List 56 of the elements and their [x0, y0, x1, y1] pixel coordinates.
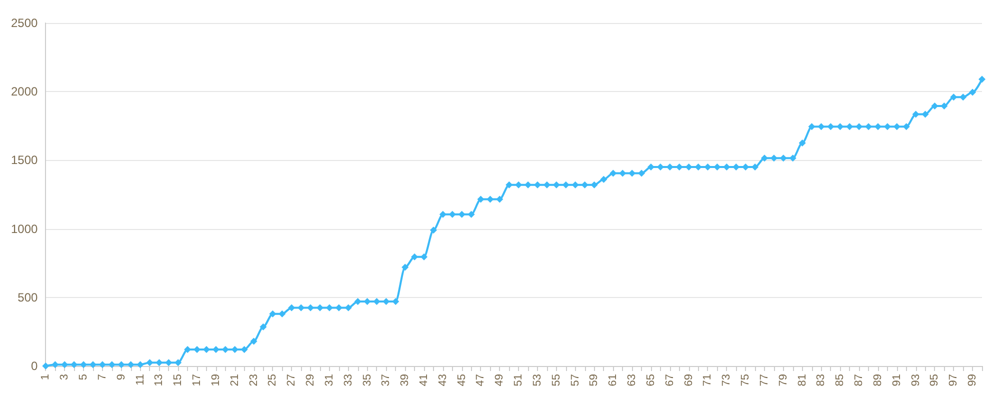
x-tick-label: 53	[531, 374, 544, 386]
x-tick-label: 87	[853, 374, 866, 386]
y-tick-label: 1000	[10, 222, 38, 236]
y-tick-label: 2000	[10, 84, 38, 99]
x-tick-label: 37	[380, 374, 392, 386]
x-tick-label: 27	[286, 374, 298, 386]
x-tick-label: 55	[550, 374, 562, 386]
x-tick-label: 33	[342, 374, 354, 386]
x-tick-label: 67	[664, 374, 676, 386]
y-tick-label: 0	[31, 359, 38, 373]
x-tick-label: 83	[815, 374, 828, 386]
y-tick-label: 500	[18, 290, 38, 304]
x-tick-label: 49	[494, 374, 506, 386]
x-tick-label: 41	[418, 374, 430, 386]
x-tick-label: 29	[304, 374, 317, 386]
x-tick-label: 93	[910, 374, 922, 386]
x-tick-label: 73	[720, 374, 733, 386]
x-tick-label: 75	[740, 374, 752, 386]
x-tick-label: 21	[228, 374, 241, 386]
x-tick-label: 9	[115, 374, 128, 380]
x-tick-label: 77	[758, 374, 770, 386]
x-tick-label: 25	[266, 374, 279, 386]
x-tick-label: 91	[890, 374, 903, 386]
x-tick-label: 85	[834, 374, 846, 386]
x-tick-label: 63	[626, 374, 638, 386]
x-tick-label: 17	[191, 374, 204, 386]
x-tick-label: 15	[172, 374, 184, 386]
x-tick-label: 7	[96, 374, 108, 380]
x-tick-label: 79	[777, 374, 790, 386]
y-tick-label: 1500	[10, 153, 38, 168]
x-tick-label: 95	[928, 374, 941, 386]
x-tick-label: 71	[702, 374, 714, 386]
x-tick-label: 69	[682, 374, 695, 386]
x-tick-label: 19	[210, 374, 222, 386]
x-tick-label: 35	[361, 374, 374, 386]
x-tick-label: 47	[474, 374, 487, 386]
y-tick-label: 2500	[10, 16, 38, 30]
x-tick-label: 59	[588, 374, 600, 386]
x-tick-label: 13	[153, 374, 166, 386]
x-tick-label: 43	[436, 374, 449, 386]
x-tick-label: 45	[456, 374, 468, 386]
x-tick-label: 97	[948, 374, 960, 386]
x-tick-label: 81	[796, 374, 808, 386]
x-tick-label: 99	[966, 374, 979, 386]
x-tick-label: 31	[323, 374, 336, 386]
x-tick-label: 57	[569, 374, 582, 386]
x-tick-label: 65	[644, 374, 657, 386]
x-tick-label: 51	[512, 374, 525, 386]
x-tick-label: 23	[248, 374, 260, 386]
x-tick-label: 39	[399, 374, 412, 386]
x-tick-label: 5	[78, 374, 90, 380]
x-tick-label: 11	[134, 374, 146, 386]
x-tick-label: 61	[607, 374, 620, 386]
x-tick-label: 1	[40, 374, 52, 380]
x-tick-label: 3	[58, 374, 71, 380]
x-tick-label: 89	[872, 374, 884, 386]
